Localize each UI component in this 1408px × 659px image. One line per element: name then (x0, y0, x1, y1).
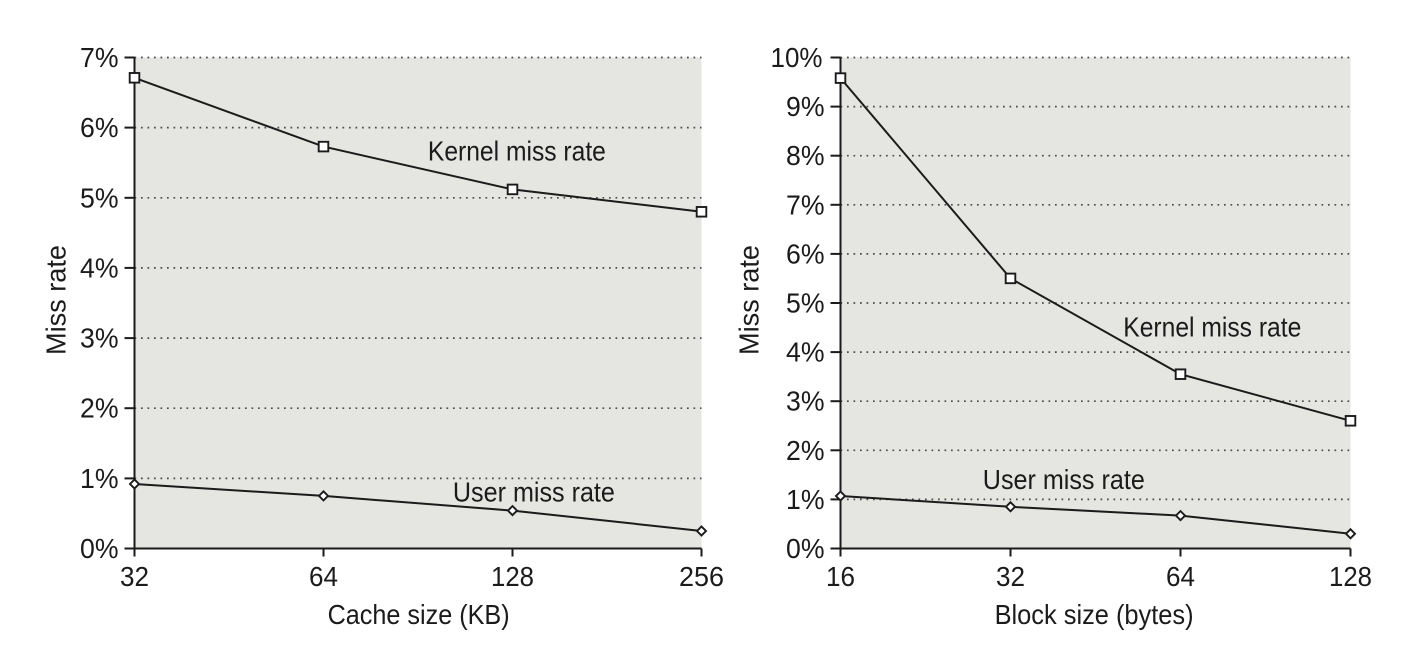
svg-text:10%: 10% (771, 42, 823, 73)
svg-text:User miss rate: User miss rate (983, 464, 1145, 495)
svg-text:256: 256 (679, 561, 724, 592)
svg-text:0%: 0% (786, 533, 825, 564)
svg-text:Kernel miss rate: Kernel miss rate (428, 136, 606, 167)
svg-text:8%: 8% (786, 140, 825, 171)
svg-text:32: 32 (120, 561, 149, 592)
svg-text:4%: 4% (80, 252, 119, 283)
svg-text:9%: 9% (786, 91, 825, 122)
svg-text:1%: 1% (80, 463, 119, 494)
svg-text:Miss rate: Miss rate (41, 245, 72, 355)
svg-text:128: 128 (491, 561, 534, 592)
svg-text:64: 64 (1166, 561, 1195, 592)
svg-text:User miss rate: User miss rate (453, 476, 615, 507)
svg-text:Kernel miss rate: Kernel miss rate (1123, 311, 1301, 342)
svg-text:7%: 7% (786, 189, 825, 220)
svg-text:Cache size (KB): Cache size (KB) (328, 599, 510, 630)
svg-text:Miss rate: Miss rate (734, 245, 765, 355)
svg-text:0%: 0% (80, 533, 119, 564)
svg-text:5%: 5% (786, 288, 825, 319)
svg-text:5%: 5% (80, 182, 119, 213)
svg-text:Block size (bytes): Block size (bytes) (995, 599, 1194, 630)
svg-text:3%: 3% (80, 323, 119, 354)
svg-text:32: 32 (996, 561, 1025, 592)
svg-text:64: 64 (309, 561, 338, 592)
svg-text:2%: 2% (80, 393, 119, 424)
svg-text:128: 128 (1329, 561, 1372, 592)
svg-text:2%: 2% (786, 435, 825, 466)
svg-text:6%: 6% (786, 238, 825, 269)
svg-text:6%: 6% (80, 112, 119, 143)
svg-text:1%: 1% (786, 484, 825, 515)
svg-text:3%: 3% (786, 386, 825, 417)
svg-text:7%: 7% (80, 42, 119, 73)
svg-text:4%: 4% (786, 337, 825, 368)
svg-text:16: 16 (826, 561, 855, 592)
